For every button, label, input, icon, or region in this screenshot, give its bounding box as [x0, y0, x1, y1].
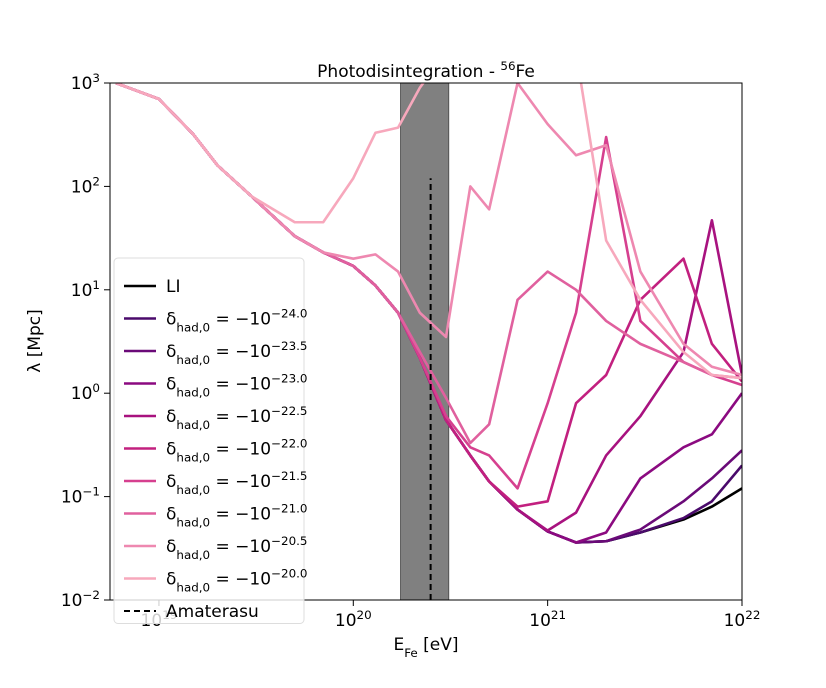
shaded-region [400, 83, 450, 600]
x-tick-label: 1021 [529, 608, 566, 631]
y-tick-label: 101 [71, 278, 100, 301]
legend-label: δhad,0 = −10−21.5 [166, 469, 308, 497]
plot-frame [109, 82, 743, 601]
legend-box [113, 257, 305, 624]
y-tick-label: 10−2 [61, 588, 100, 611]
legend-label: δhad,0 = −10−23.5 [166, 339, 308, 367]
x-axis-label: EFe [eV] [393, 635, 458, 660]
legend-label: δhad,0 = −10−20.0 [166, 567, 308, 595]
plot-area [115, 83, 742, 600]
chart-title: Photodisintegration - 56Fe [317, 59, 535, 82]
y-tick-label: 103 [71, 71, 100, 94]
legend-label: δhad,0 = −10−22.5 [166, 404, 308, 432]
legend-label: δhad,0 = −10−21.0 [166, 502, 308, 530]
legend-label: Amaterasu [166, 602, 259, 622]
y-tick-label: 10−1 [61, 485, 100, 508]
y-tick-label: 100 [71, 381, 100, 404]
y-axis-label: λ [Mpc] [25, 309, 45, 373]
legend-label: δhad,0 = −10−24.0 [166, 307, 308, 335]
legend-label: LI [166, 277, 181, 297]
x-tick-label: 1022 [724, 608, 761, 631]
y-tick-label: 102 [71, 174, 100, 197]
series-line [115, 83, 742, 380]
x-tick-label: 1020 [335, 608, 372, 631]
legend-label: δhad,0 = −10−22.0 [166, 437, 308, 465]
legend-label: δhad,0 = −10−23.0 [166, 372, 308, 400]
legend-label: δhad,0 = −10−20.5 [166, 534, 308, 562]
